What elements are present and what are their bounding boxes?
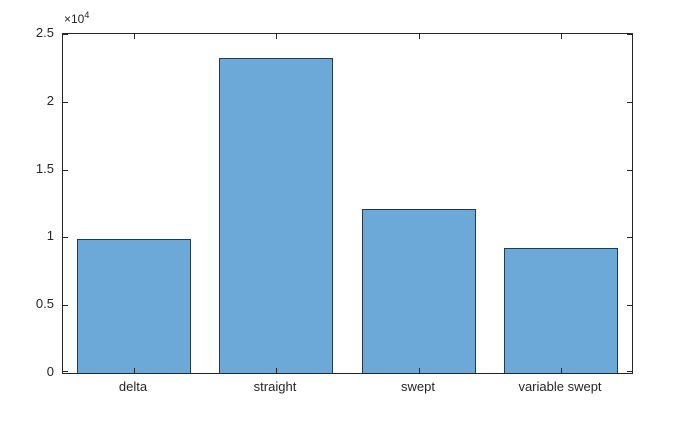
y-tick-mark xyxy=(627,170,632,171)
x-tick-mark xyxy=(134,368,135,373)
y-tick-mark xyxy=(63,371,68,372)
y-tick-mark xyxy=(63,170,68,171)
y-tick-mark xyxy=(627,34,632,35)
x-tick-label: swept xyxy=(401,379,435,394)
y-tick-mark xyxy=(627,305,632,306)
x-axis-tick-labels: delta straight swept variable swept xyxy=(62,379,633,399)
x-tick-mark xyxy=(419,34,420,39)
bar-variable-swept xyxy=(504,248,618,373)
y-axis-exponent-label: ×104 xyxy=(64,10,89,26)
y-tick-mark xyxy=(627,371,632,372)
bar-delta xyxy=(77,239,191,373)
x-tick-label: delta xyxy=(118,379,148,394)
y-tick-mark xyxy=(63,305,68,306)
y-axis-tick-labels: 0 0.5 1 1.5 2 2.5 xyxy=(0,25,54,379)
x-tick-mark xyxy=(561,34,562,39)
x-tick-label: variable swept xyxy=(518,379,602,394)
bar-swept xyxy=(362,209,476,373)
exponent-power: 4 xyxy=(84,10,90,20)
x-tick-mark xyxy=(276,368,277,373)
y-tick-mark xyxy=(627,102,632,103)
exponent-base: ×10 xyxy=(64,12,85,26)
x-tick-mark xyxy=(134,34,135,39)
x-tick-mark xyxy=(276,34,277,39)
plot-area xyxy=(62,33,633,374)
y-tick-label: 1.5 xyxy=(35,161,54,176)
y-tick-label: 2.5 xyxy=(35,25,54,40)
y-tick-label: 1 xyxy=(46,228,54,243)
y-tick-label: 0 xyxy=(46,364,54,379)
y-tick-mark xyxy=(627,237,632,238)
y-tick-label: 0.5 xyxy=(35,296,54,311)
x-tick-mark xyxy=(419,368,420,373)
y-tick-label: 2 xyxy=(46,93,54,108)
y-tick-mark xyxy=(63,102,68,103)
y-tick-mark xyxy=(63,237,68,238)
bar-straight xyxy=(219,58,333,373)
x-tick-label: straight xyxy=(253,379,297,394)
y-tick-mark xyxy=(63,34,68,35)
x-tick-mark xyxy=(561,368,562,373)
